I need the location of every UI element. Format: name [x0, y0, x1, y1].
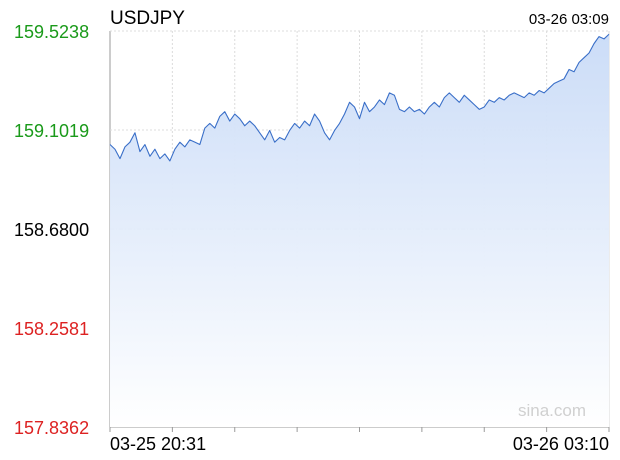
y-tick-label: 158.2581	[14, 319, 89, 339]
timestamp: 03-26 03:09	[529, 11, 609, 28]
y-tick-label: 158.6800	[14, 220, 89, 240]
y-tick-labels: 159.5238 159.1019 158.6800 158.2581 157.8362	[14, 22, 89, 438]
price-area-fill	[110, 34, 609, 428]
y-tick-label: 159.1019	[14, 121, 89, 141]
y-tick-label: 159.5238	[14, 22, 89, 42]
chart-title: USDJPY	[110, 8, 185, 29]
watermark: sina.com	[518, 401, 586, 420]
y-tick-label: 157.8362	[14, 418, 89, 438]
price-line	[109, 33, 610, 162]
x-start-label: 03-25 20:31	[110, 434, 206, 454]
x-end-label: 03-26 03:10	[513, 434, 609, 454]
